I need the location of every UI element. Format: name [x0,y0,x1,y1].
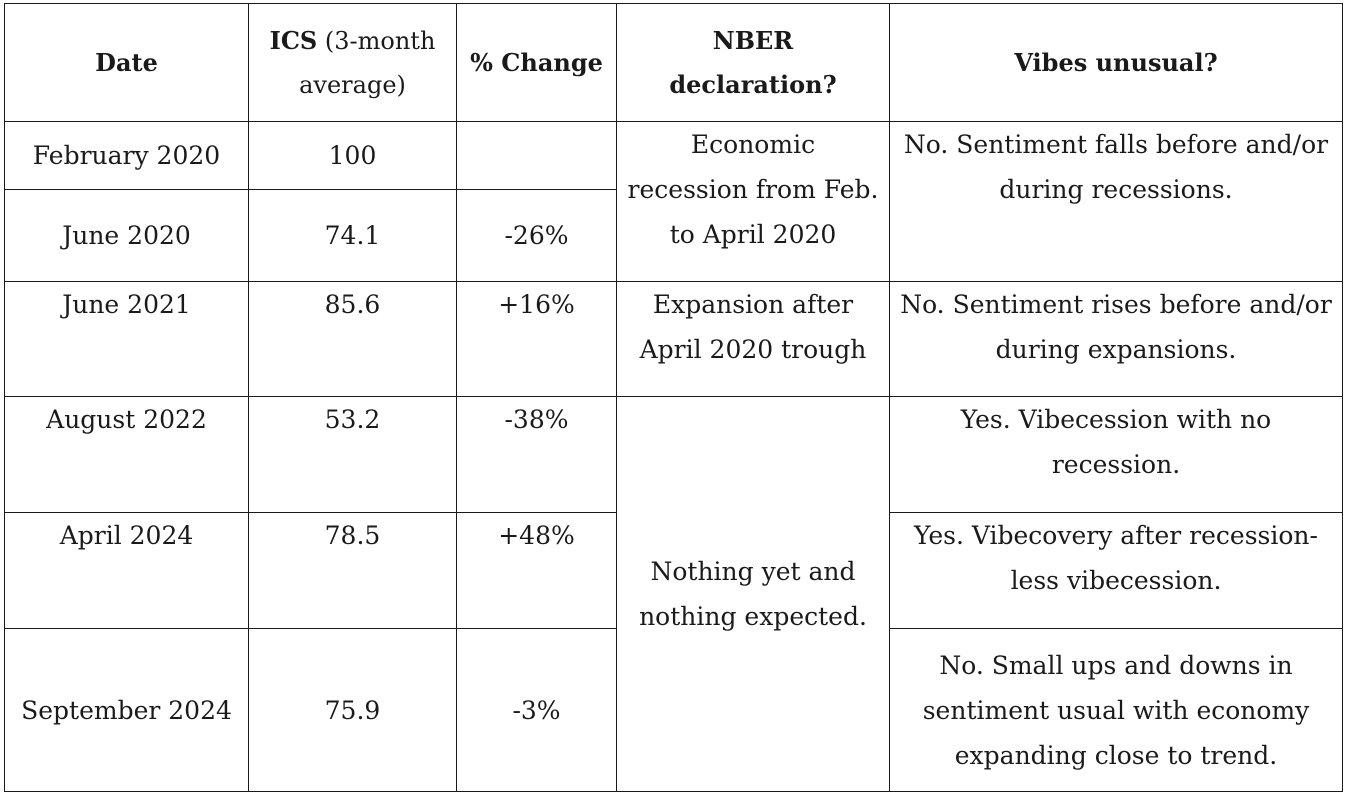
vibes-cell: No. Sentiment falls before and/or during… [889,121,1343,282]
nber-cell: Expansion after April 2020 trough [616,281,890,397]
date-cell: June 2021 [4,281,249,397]
table-row: June 2020 74.1 -26% [4,189,1343,282]
header-ics-label: ICS [269,25,318,55]
change-cell: -38% [456,396,617,513]
vibes-cell: Yes. Vibecovery after recession-less vib… [889,512,1343,629]
ics-cell: 74.1 [248,189,457,282]
header-row: Date ICS (3-month average) % Change NBER… [4,3,1343,122]
header-change: % Change [456,3,617,122]
vibes-cell: No. Sentiment rises before and/or during… [889,281,1343,397]
date-cell: April 2024 [4,512,249,629]
vibes-cell: No. Small ups and downs in sentiment usu… [889,628,1343,792]
table-row: August 2022 53.2 -38% Nothing yet and no… [4,396,1343,792]
table-row: September 2024 75.9 -3% No. Small ups an… [4,628,1343,792]
date-cell: September 2024 [4,628,249,792]
change-cell: -3% [456,628,617,792]
change-cell: -26% [456,189,617,282]
ics-cell: 100 [248,121,457,190]
change-cell: +48% [456,512,617,629]
ics-cell: 85.6 [248,281,457,397]
ics-cell: 75.9 [248,628,457,792]
vibes-cell: Yes. Vibecession with no recession. [889,396,1343,513]
nber-cell: Economic recession from Feb. to April 20… [616,121,890,282]
date-cell: February 2020 [4,121,249,190]
header-vibes: Vibes unusual? [889,3,1343,122]
date-cell: June 2020 [4,189,249,282]
table-row: June 2021 85.6 +16% Expansion after Apri… [4,281,1343,397]
ics-cell: 78.5 [248,512,457,629]
header-nber: NBER declaration? [616,3,890,122]
change-cell [456,121,617,190]
header-date: Date [4,3,249,122]
change-cell: +16% [456,281,617,397]
header-ics-note: (3-month average) [299,26,436,99]
header-ics: ICS (3-month average) [248,3,457,122]
ics-cell: 53.2 [248,396,457,513]
nber-cell: Nothing yet and nothing expected. [616,396,890,792]
sentiment-table: Date ICS (3-month average) % Change NBER… [4,3,1343,792]
date-cell: August 2022 [4,396,249,513]
table-row: February 2020 100 Economic recession fro… [4,121,1343,282]
